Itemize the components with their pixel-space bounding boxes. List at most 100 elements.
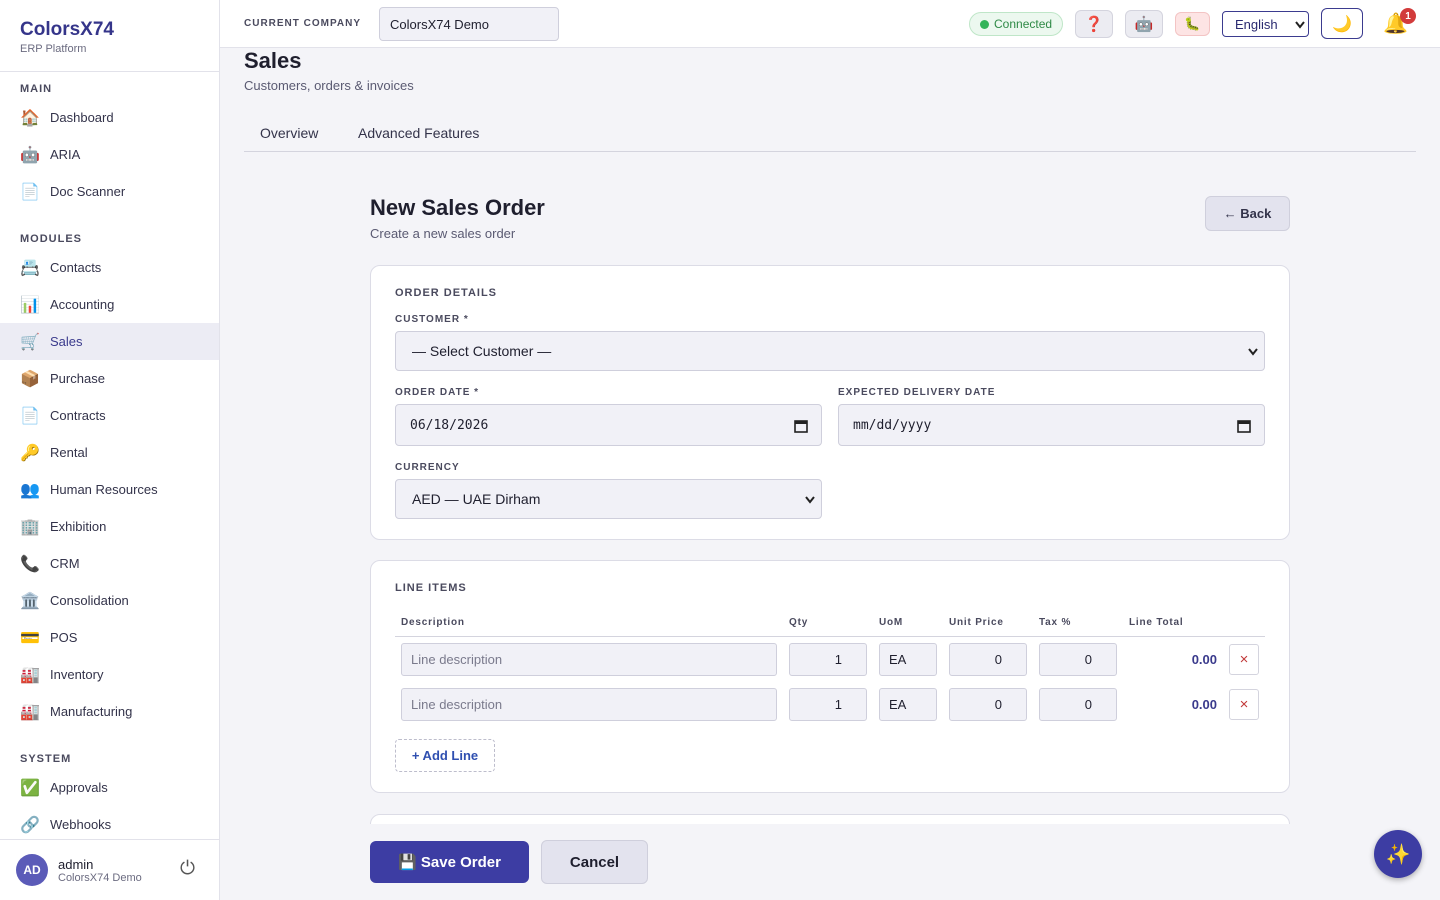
nav-label: Inventory [50, 667, 104, 682]
nav-item[interactable]: 👥 Human Resources [0, 471, 219, 508]
nav-icon: 🤖 [20, 146, 40, 164]
nav-icon: 📄 [20, 407, 40, 425]
delivery-placeholder: mm/dd/yyyy [853, 417, 932, 433]
nav-icon: ✅ [20, 779, 40, 797]
bot-button[interactable]: 🤖 [1125, 10, 1163, 38]
tab[interactable]: Overview [260, 125, 319, 141]
chevron [1295, 21, 1305, 29]
nav-item[interactable]: 🤖 ARIA [0, 136, 219, 173]
column-header: Tax % [1039, 617, 1072, 628]
assistant-button[interactable]: ✨ [1374, 830, 1422, 878]
qty-input[interactable]: 1 [789, 688, 867, 721]
nav-icon: 🏭 [20, 666, 40, 684]
remove-button[interactable]: × [1229, 644, 1259, 675]
topbar: CURRENT COMPANY ColorsX74 Demo Connected… [220, 0, 1440, 48]
nav-icon: 📞 [20, 555, 40, 573]
company-select[interactable]: ColorsX74 Demo [379, 7, 559, 41]
tax-input[interactable]: 0 [1039, 643, 1117, 676]
nav-icon: 🛒 [20, 333, 40, 351]
divider [0, 839, 219, 840]
section-title: SYSTEM [20, 753, 72, 765]
logout[interactable]: ⏻ [180, 858, 196, 879]
nav-label: Dashboard [50, 110, 114, 125]
tabs-divider [244, 151, 1416, 152]
user-name: admin [58, 857, 94, 872]
nav-item[interactable]: 📞 CRM [0, 545, 219, 582]
nav-item[interactable]: 📦 Purchase [0, 360, 219, 397]
nav-item[interactable]: 🔑 Rental [0, 434, 219, 471]
back-button[interactable]: ← Back [1205, 196, 1290, 231]
tab[interactable]: Advanced Features [358, 125, 480, 141]
nav-label: Contracts [50, 408, 106, 423]
nav-item[interactable]: 🏢 Exhibition [0, 508, 219, 545]
nav-item[interactable]: 🔗 Webhooks [0, 806, 219, 843]
nav-icon: 📦 [20, 370, 40, 388]
nav-item[interactable]: 🛒 Sales [0, 323, 219, 360]
description-input[interactable]: Line description [401, 688, 777, 721]
column-header: Qty [789, 617, 809, 628]
nav-label: Doc Scanner [50, 184, 126, 199]
line-total: 0.00 [1191, 652, 1217, 667]
page-subtitle: Customers, orders & invoices [244, 78, 414, 93]
theme-toggle[interactable]: 🌙 [1321, 8, 1363, 39]
cancel-button[interactable]: Cancel [541, 840, 648, 884]
nav-item[interactable]: 🏠 Dashboard [0, 99, 219, 136]
order-date-input[interactable]: 06/18/2026 [395, 404, 822, 446]
form-title: New Sales Order [370, 195, 545, 220]
tax-input[interactable]: 0 [1039, 688, 1117, 721]
delivery-date-input[interactable]: mm/dd/yyyy [838, 404, 1265, 446]
customer-select[interactable]: — Select Customer — [395, 331, 1265, 371]
company-label: CURRENT COMPANY [244, 18, 362, 29]
calendar-icon [1237, 420, 1251, 433]
order-date: 06/18/2026 [410, 417, 489, 433]
currency: AED — UAE Dirham [412, 491, 541, 507]
nav-item[interactable]: 💳 POS [0, 619, 219, 656]
price-input[interactable]: 0 [949, 643, 1027, 676]
nav-label: Approvals [50, 780, 108, 795]
field-label: CURRENCY [395, 462, 460, 473]
nav-item[interactable]: 🏭 Manufacturing [0, 693, 219, 730]
status: Connected [969, 12, 1064, 36]
nav-icon: 🏛️ [20, 592, 40, 610]
description-input[interactable]: Line description [401, 643, 777, 676]
uom-input[interactable]: EA [879, 688, 937, 721]
nav-item[interactable]: 📄 Contracts [0, 397, 219, 434]
tagline: ERP Platform [20, 43, 87, 55]
remove-button[interactable]: × [1229, 689, 1259, 720]
nav-label: Human Resources [50, 482, 158, 497]
nav-icon: 🏠 [20, 109, 40, 127]
currency-select[interactable]: AED — UAE Dirham [395, 479, 822, 519]
nav-icon: 📊 [20, 296, 40, 314]
line-items-card: LINE ITEMS + Add Line Description Qty UoM U… [370, 560, 1290, 793]
price-input[interactable]: 0 [949, 688, 1027, 721]
field-label: CUSTOMER * [395, 314, 469, 325]
language-select[interactable]: English [1222, 11, 1309, 37]
nav-icon: 📄 [20, 183, 40, 201]
nav-item[interactable]: 🏛️ Consolidation [0, 582, 219, 619]
nav-icon: 🔑 [20, 444, 40, 462]
uom-input[interactable]: EA [879, 643, 937, 676]
nav-item[interactable]: 📊 Accounting [0, 286, 219, 323]
divider [0, 71, 219, 72]
line-total: 0.00 [1191, 697, 1217, 712]
user-company: ColorsX74 Demo [58, 872, 142, 884]
calendar-icon [794, 420, 808, 433]
save-button[interactable]: 💾 Save Order [370, 841, 529, 883]
nav-label: Contacts [50, 260, 102, 275]
qty-input[interactable]: 1 [789, 643, 867, 676]
bug-button[interactable]: 🐛 [1175, 12, 1210, 36]
avatar: AD [16, 854, 48, 886]
order-details-card: ORDER DETAILS CUSTOMER * — Select Custom… [370, 265, 1290, 540]
brand[interactable]: ColorsX74 [20, 19, 114, 40]
section-heading: ORDER DETAILS [395, 287, 498, 299]
nav-label: Accounting [50, 297, 115, 312]
nav-item[interactable]: 📄 Doc Scanner [0, 173, 219, 210]
help-button[interactable]: ❓ [1075, 10, 1113, 38]
column-header: Unit Price [949, 617, 1004, 628]
nav-item[interactable]: ✅ Approvals [0, 769, 219, 806]
nav-item[interactable]: 🏭 Inventory [0, 656, 219, 693]
nav-item[interactable]: 📇 Contacts [0, 249, 219, 286]
page-title: Sales [244, 48, 302, 73]
add-line-button[interactable]: + Add Line [395, 739, 495, 772]
